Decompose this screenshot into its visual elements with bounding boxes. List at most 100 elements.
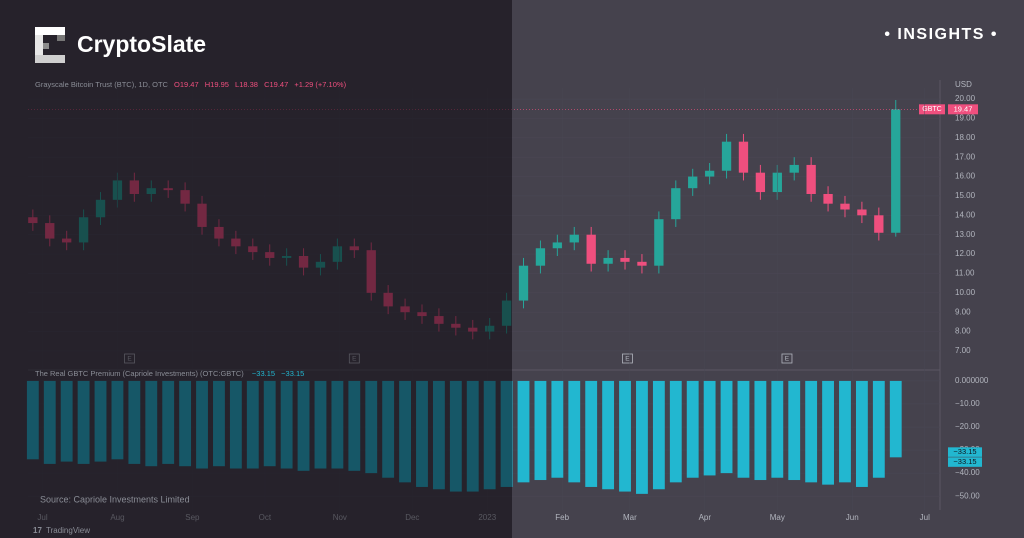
legend-change: +1.29 (+7.10%)	[294, 80, 346, 89]
premium-bar	[839, 380, 851, 483]
value-tag: −33.15	[953, 447, 976, 456]
x-tick-label: Jul	[920, 513, 930, 522]
premium-bar	[551, 380, 564, 478]
logo-block	[43, 43, 49, 49]
event-label: E	[625, 356, 630, 363]
premium-bar	[534, 380, 547, 481]
premium-bar	[754, 380, 767, 481]
x-tick-label: May	[770, 513, 785, 522]
premium-bar	[703, 380, 716, 476]
y-tick-label: 11.00	[955, 269, 975, 278]
x-tick-label: Mar	[623, 513, 637, 522]
brand-logo	[35, 27, 65, 63]
value-tag: −33.15	[953, 457, 976, 466]
candle-body	[840, 203, 850, 210]
brand-name: CryptoSlate	[77, 31, 206, 57]
candle-body	[569, 234, 579, 243]
premium-bar	[619, 380, 631, 492]
left-shade	[0, 0, 512, 538]
x-tick-label: Feb	[555, 513, 569, 522]
legend-low: L18.38	[235, 80, 258, 89]
logo-block	[57, 35, 65, 41]
y-tick-label: 17.00	[955, 152, 976, 161]
y-tick-label: −40.00	[955, 468, 980, 477]
y-tick-label: 15.00	[955, 191, 976, 200]
legend-open: O19.47	[174, 80, 199, 89]
logo-block	[35, 55, 65, 63]
y-tick-label: −10.00	[955, 399, 980, 408]
legend-high: H19.95	[205, 80, 229, 89]
price-tag-bg	[948, 104, 978, 115]
provider-logo: 17	[33, 526, 42, 535]
y-tick-label: 12.00	[955, 249, 976, 258]
ticker-tag: GBTC	[922, 106, 941, 113]
candle-body	[535, 248, 546, 266]
y-tick-label: 14.00	[955, 210, 976, 219]
ticker-tag-bg	[919, 104, 945, 115]
x-tick-label: Jun	[846, 513, 859, 522]
y-tick-label: 13.00	[955, 230, 976, 239]
premium-bar	[517, 380, 530, 483]
premium-bar	[585, 380, 598, 487]
event-label: E	[785, 356, 790, 363]
premium-bar	[822, 380, 834, 485]
x-tick-label: Apr	[699, 513, 712, 522]
premium-bar	[771, 380, 784, 478]
y-tick-label: 8.00	[955, 327, 971, 336]
premium-bar	[686, 380, 699, 478]
source-note: Source: Capriole Investments Limited	[40, 494, 190, 504]
indicator-value: −33.15	[281, 369, 304, 378]
premium-bar	[652, 380, 665, 490]
insights-badge: • INSIGHTS •	[884, 26, 998, 43]
candle-body	[620, 257, 630, 262]
candle-body	[721, 141, 732, 171]
main-legend: Grayscale Bitcoin Trust (BTC), 1D, OTC O…	[35, 80, 347, 89]
premium-bar	[602, 380, 615, 490]
candle-body	[688, 176, 698, 189]
candle-body	[874, 215, 884, 233]
premium-bar	[788, 380, 801, 481]
y-tick-label: 19.00	[955, 114, 976, 123]
logo-block	[35, 27, 65, 35]
y-tick-label: 9.00	[955, 307, 971, 316]
candle-body	[789, 164, 799, 173]
legend-title: Grayscale Bitcoin Trust (BTC), 1D, OTC	[35, 80, 169, 89]
price-tag: 19.47	[954, 104, 973, 113]
premium-bar	[889, 380, 902, 458]
y-tick-label: 20.00	[955, 94, 976, 103]
premium-bar	[636, 380, 648, 494]
premium-bar	[720, 380, 733, 474]
candle-body	[603, 257, 613, 264]
premium-bar	[737, 380, 750, 478]
candle-body	[891, 109, 901, 233]
y-tick-label: −50.00	[955, 491, 980, 500]
premium-bar	[805, 380, 818, 483]
candle-body	[823, 193, 833, 204]
candle-body	[755, 172, 766, 193]
unit-label: USD	[955, 80, 972, 89]
candle-body	[671, 188, 681, 220]
candle-body	[552, 242, 563, 249]
candle-body	[806, 164, 816, 194]
logo-block	[35, 35, 43, 55]
event-marker	[781, 353, 793, 364]
premium-bar	[872, 380, 885, 478]
candle-body	[738, 141, 749, 173]
candle-body	[637, 261, 647, 266]
y-tick-label: 16.00	[955, 172, 976, 181]
candle-body	[704, 170, 715, 177]
event-marker	[622, 353, 633, 364]
y-tick-label: 7.00	[955, 346, 971, 355]
y-tick-label: 0.000000	[955, 376, 989, 385]
value-tag-bg-b	[948, 457, 982, 467]
value-tag-bg-a	[948, 447, 982, 457]
premium-bar	[568, 380, 581, 483]
candle-body	[518, 265, 529, 301]
indicator-title: The Real GBTC Premium (Capriole Investme…	[35, 369, 244, 378]
indicator-value: −33.15	[252, 369, 275, 378]
y-tick-label: 18.00	[955, 133, 976, 142]
y-tick-label: −20.00	[955, 422, 980, 431]
candle-body	[857, 209, 867, 216]
